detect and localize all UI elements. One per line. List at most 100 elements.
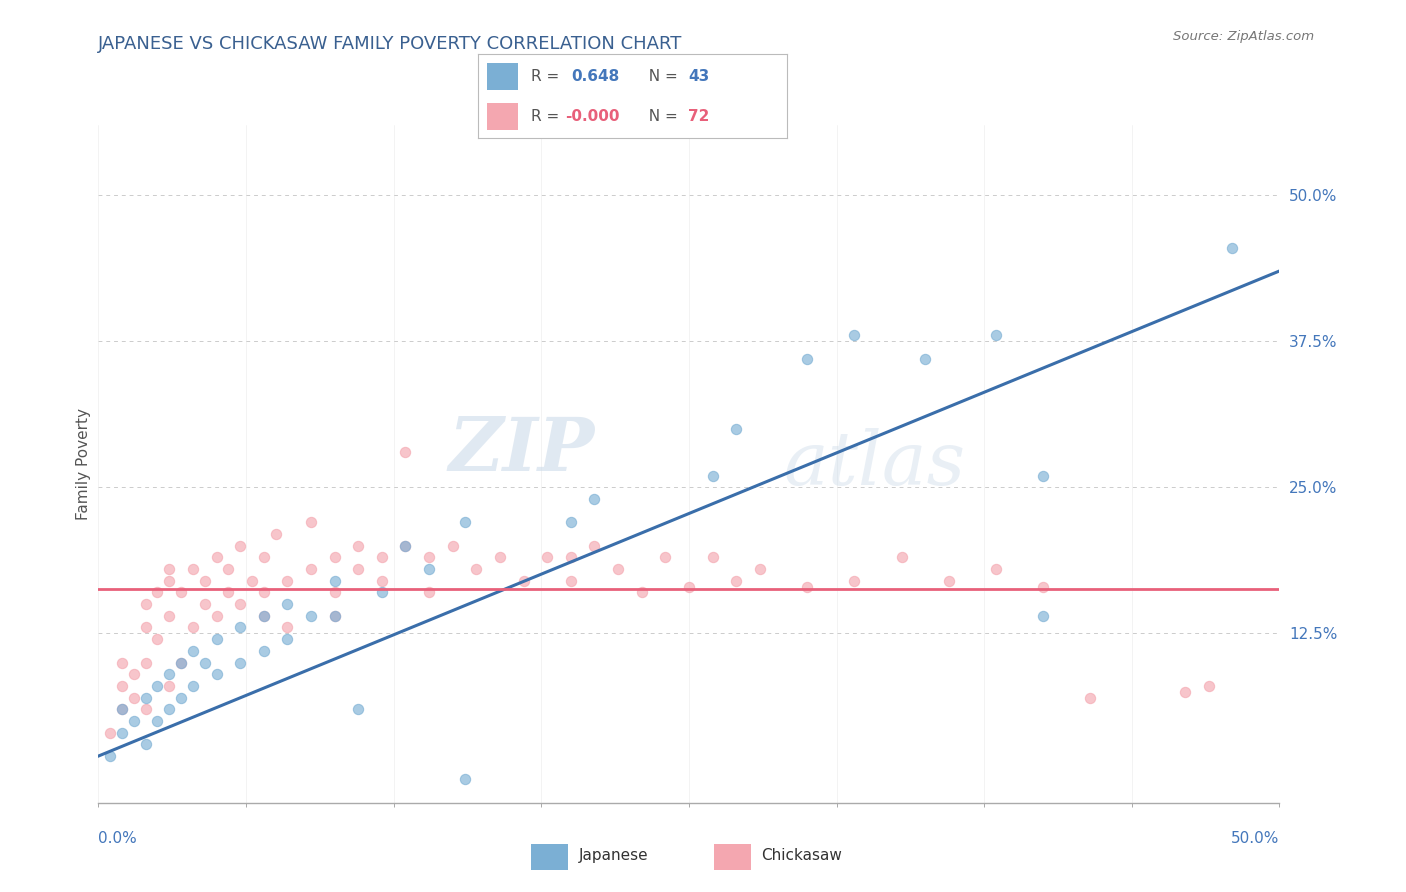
Point: [276, 620, 298, 634]
Point: [323, 550, 346, 565]
Point: [1032, 468, 1054, 483]
Point: [170, 690, 193, 705]
Point: [253, 550, 276, 565]
Point: [560, 516, 582, 530]
Point: [323, 608, 346, 623]
Text: ZIP: ZIP: [449, 414, 595, 486]
Point: [607, 562, 630, 576]
Point: [229, 539, 252, 553]
Point: [323, 585, 346, 599]
Text: R =: R =: [530, 69, 568, 84]
Point: [1198, 679, 1220, 693]
Point: [146, 632, 169, 647]
Point: [135, 690, 157, 705]
Point: [418, 585, 440, 599]
Text: 0.0%: 0.0%: [98, 831, 138, 846]
Point: [98, 749, 121, 764]
Point: [453, 772, 475, 787]
Bar: [714, 844, 751, 870]
Point: [253, 608, 276, 623]
Point: [122, 690, 145, 705]
Point: [371, 550, 394, 565]
Point: [418, 550, 440, 565]
Point: [394, 445, 416, 459]
Point: [205, 550, 228, 565]
Point: [725, 422, 748, 436]
Point: [394, 539, 416, 553]
Point: [371, 574, 394, 588]
Point: [157, 562, 180, 576]
Point: [984, 328, 1007, 343]
Text: Japanese: Japanese: [579, 848, 648, 863]
Point: [560, 550, 582, 565]
Point: [702, 550, 724, 565]
Point: [844, 328, 866, 343]
Text: N =: N =: [638, 69, 682, 84]
Point: [1080, 690, 1102, 705]
Point: [157, 679, 180, 693]
Point: [111, 656, 134, 670]
Point: [194, 656, 217, 670]
Point: [135, 620, 157, 634]
Point: [630, 585, 652, 599]
Point: [583, 539, 606, 553]
Point: [1032, 580, 1054, 594]
Point: [347, 562, 370, 576]
Point: [984, 562, 1007, 576]
Point: [194, 574, 217, 588]
Point: [170, 656, 193, 670]
Point: [347, 702, 370, 716]
Point: [890, 550, 912, 565]
Point: [914, 351, 936, 366]
Point: [157, 574, 180, 588]
Point: [276, 574, 298, 588]
Point: [240, 574, 263, 588]
Point: [1174, 685, 1197, 699]
Point: [1220, 241, 1243, 255]
Text: Chickasaw: Chickasaw: [762, 848, 842, 863]
Point: [194, 597, 217, 611]
Text: atlas: atlas: [783, 427, 966, 500]
Point: [229, 656, 252, 670]
Point: [583, 491, 606, 506]
Point: [938, 574, 960, 588]
Point: [229, 597, 252, 611]
Point: [702, 468, 724, 483]
Point: [98, 725, 121, 739]
Point: [725, 574, 748, 588]
Text: 0.648: 0.648: [571, 69, 619, 84]
Point: [654, 550, 676, 565]
Point: [111, 725, 134, 739]
Point: [205, 608, 228, 623]
Point: [418, 562, 440, 576]
Point: [299, 608, 322, 623]
Text: -0.000: -0.000: [565, 109, 619, 124]
Point: [536, 550, 558, 565]
Point: [157, 608, 180, 623]
Point: [146, 585, 169, 599]
Bar: [488, 103, 519, 130]
Point: [205, 667, 228, 681]
Point: [253, 585, 276, 599]
Bar: [531, 844, 568, 870]
Text: 43: 43: [689, 69, 710, 84]
Point: [181, 562, 204, 576]
Point: [181, 679, 204, 693]
Point: [122, 667, 145, 681]
Text: 50.0%: 50.0%: [1232, 831, 1279, 846]
Point: [111, 702, 134, 716]
Point: [371, 585, 394, 599]
Point: [299, 562, 322, 576]
Point: [489, 550, 512, 565]
Point: [748, 562, 770, 576]
Point: [205, 632, 228, 647]
Point: [217, 562, 239, 576]
Text: 72: 72: [689, 109, 710, 124]
Point: [111, 702, 134, 716]
Point: [135, 702, 157, 716]
Point: [347, 539, 370, 553]
Point: [264, 527, 287, 541]
Text: N =: N =: [638, 109, 682, 124]
Point: [453, 516, 475, 530]
Point: [796, 580, 818, 594]
